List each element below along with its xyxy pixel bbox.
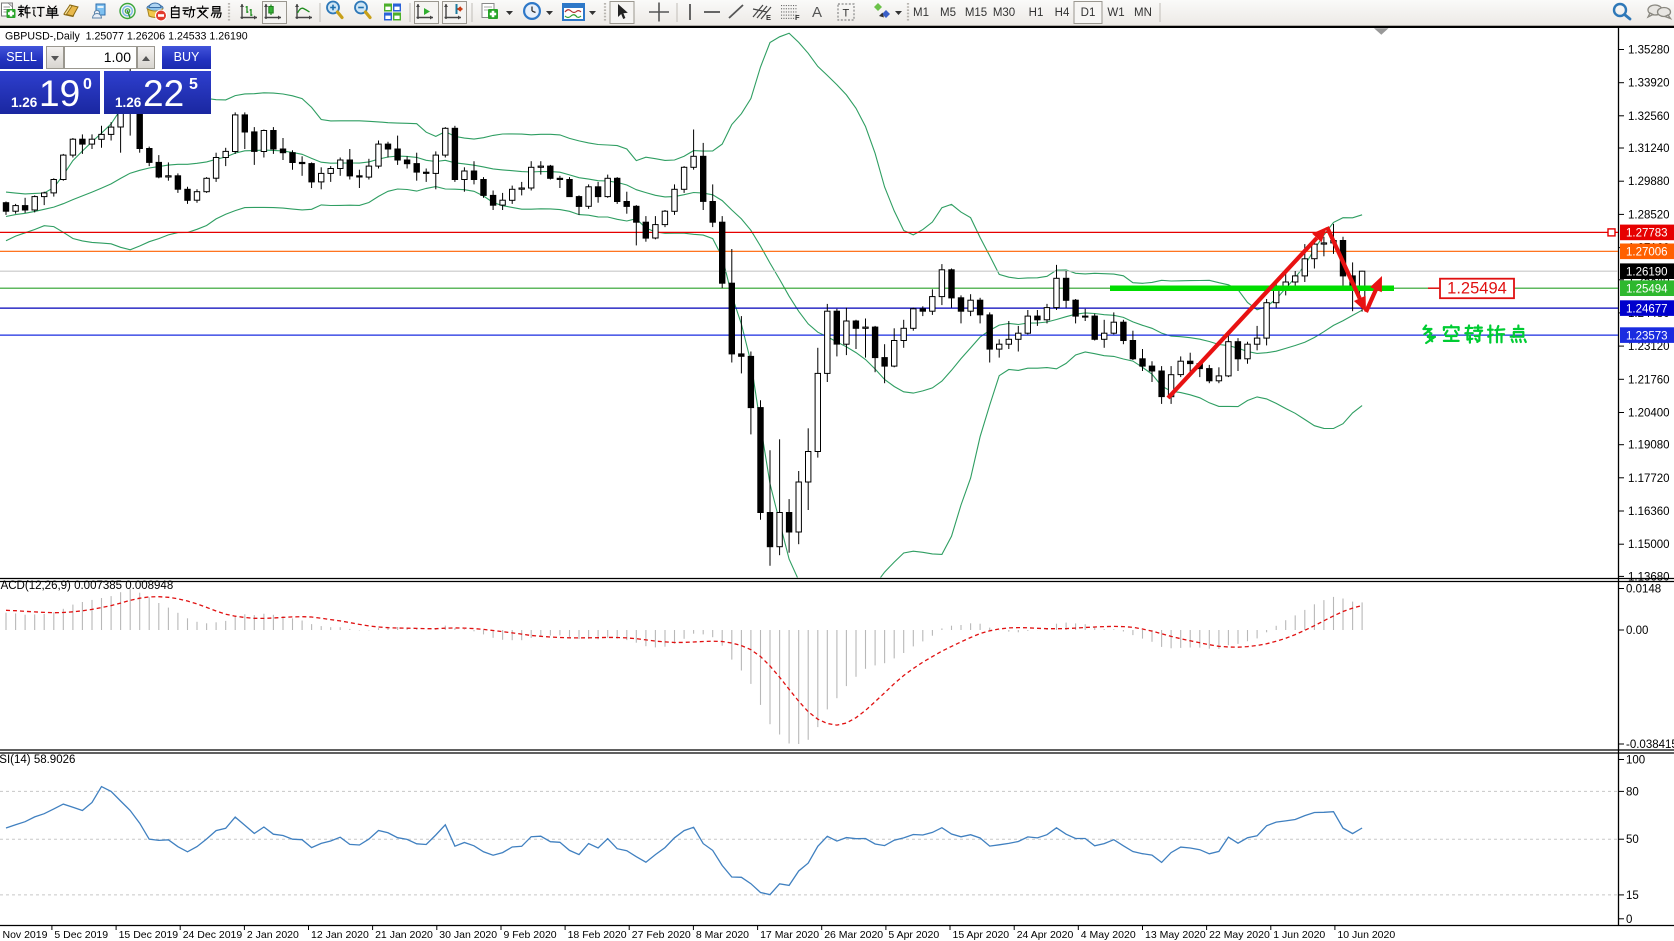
- svg-text:80: 80: [1626, 786, 1639, 798]
- svg-text:1.27006: 1.27006: [1626, 247, 1668, 259]
- svg-text:F: F: [795, 13, 800, 22]
- svg-text:1.21760: 1.21760: [1628, 374, 1670, 386]
- svg-text:1 Jun 2020: 1 Jun 2020: [1273, 929, 1325, 941]
- svg-text:M15: M15: [965, 7, 987, 19]
- svg-text:1.35280: 1.35280: [1628, 45, 1670, 57]
- svg-text:26 Mar 2020: 26 Mar 2020: [824, 929, 883, 941]
- svg-text:4 May 2020: 4 May 2020: [1081, 929, 1136, 941]
- svg-text:2 Jan 2020: 2 Jan 2020: [247, 929, 299, 941]
- svg-text:1.19080: 1.19080: [1628, 440, 1670, 452]
- svg-text:1.23573: 1.23573: [1626, 330, 1668, 342]
- svg-text:1.29880: 1.29880: [1628, 176, 1670, 188]
- svg-text:1.28520: 1.28520: [1628, 209, 1670, 221]
- svg-text:1.20400: 1.20400: [1628, 408, 1670, 420]
- svg-text:15 Apr 2020: 15 Apr 2020: [953, 929, 1010, 941]
- svg-text:Nov 2019: Nov 2019: [3, 929, 48, 941]
- svg-text:8 Mar 2020: 8 Mar 2020: [696, 929, 749, 941]
- svg-text:D1: D1: [1081, 7, 1096, 19]
- svg-text:H1: H1: [1029, 7, 1044, 19]
- svg-text:1.17720: 1.17720: [1628, 473, 1670, 485]
- svg-text:MACD(12,26,9) 0.007385 0.00894: MACD(12,26,9) 0.007385 0.008948: [0, 580, 173, 592]
- svg-text:10 Jun 2020: 10 Jun 2020: [1337, 929, 1395, 941]
- svg-text:24 Apr 2020: 24 Apr 2020: [1017, 929, 1074, 941]
- svg-text:17 Mar 2020: 17 Mar 2020: [760, 929, 819, 941]
- svg-text:5 Dec 2019: 5 Dec 2019: [54, 929, 108, 941]
- svg-text:MN: MN: [1134, 7, 1152, 19]
- svg-text:1.32560: 1.32560: [1628, 111, 1670, 123]
- svg-text:1.23120: 1.23120: [1628, 341, 1670, 353]
- svg-text:GBPUSD-,Daily 1.25077 1.26206: GBPUSD-,Daily 1.25077 1.26206 1.24533 1.…: [5, 31, 248, 43]
- svg-text:15 Dec 2019: 15 Dec 2019: [119, 929, 179, 941]
- svg-text:1.31240: 1.31240: [1628, 143, 1670, 155]
- svg-text:1.27783: 1.27783: [1626, 228, 1668, 240]
- svg-text:1.25494: 1.25494: [1447, 280, 1507, 298]
- svg-text:1.26190: 1.26190: [1626, 266, 1668, 278]
- svg-text:27 Feb 2020: 27 Feb 2020: [632, 929, 691, 941]
- svg-text:21 Jan 2020: 21 Jan 2020: [375, 929, 433, 941]
- svg-text:M30: M30: [993, 7, 1015, 19]
- svg-text:W1: W1: [1107, 7, 1124, 19]
- svg-text:1.15000: 1.15000: [1628, 539, 1670, 551]
- svg-text:1.24677: 1.24677: [1626, 303, 1668, 315]
- svg-text:24 Dec 2019: 24 Dec 2019: [183, 929, 243, 941]
- svg-text:1.25494: 1.25494: [1626, 283, 1668, 295]
- svg-text:RSI(14) 58.9026: RSI(14) 58.9026: [0, 754, 75, 766]
- svg-text:T: T: [843, 8, 850, 20]
- svg-text:0.0148: 0.0148: [1626, 584, 1661, 596]
- svg-text:1.33920: 1.33920: [1628, 78, 1670, 90]
- svg-text:15: 15: [1626, 890, 1639, 902]
- svg-text:100: 100: [1626, 755, 1645, 767]
- svg-text:12 Jan 2020: 12 Jan 2020: [311, 929, 369, 941]
- svg-text:1.13680: 1.13680: [1628, 571, 1670, 583]
- svg-text:0.00: 0.00: [1626, 625, 1648, 637]
- svg-text:18 Feb 2020: 18 Feb 2020: [568, 929, 627, 941]
- svg-text:1.16360: 1.16360: [1628, 506, 1670, 518]
- svg-text:E: E: [766, 13, 771, 22]
- svg-text:M5: M5: [940, 7, 956, 19]
- svg-text:0: 0: [1626, 914, 1632, 926]
- svg-text:13 May 2020: 13 May 2020: [1145, 929, 1206, 941]
- svg-text:22 May 2020: 22 May 2020: [1209, 929, 1270, 941]
- svg-text:50: 50: [1626, 834, 1639, 846]
- svg-text:-0.038415: -0.038415: [1626, 739, 1674, 751]
- svg-text:A: A: [812, 4, 822, 21]
- svg-text:9 Feb 2020: 9 Feb 2020: [504, 929, 557, 941]
- svg-text:5 Apr 2020: 5 Apr 2020: [888, 929, 939, 941]
- svg-text:M1: M1: [913, 7, 929, 19]
- svg-text:30 Jan 2020: 30 Jan 2020: [439, 929, 497, 941]
- svg-text:H4: H4: [1055, 7, 1070, 19]
